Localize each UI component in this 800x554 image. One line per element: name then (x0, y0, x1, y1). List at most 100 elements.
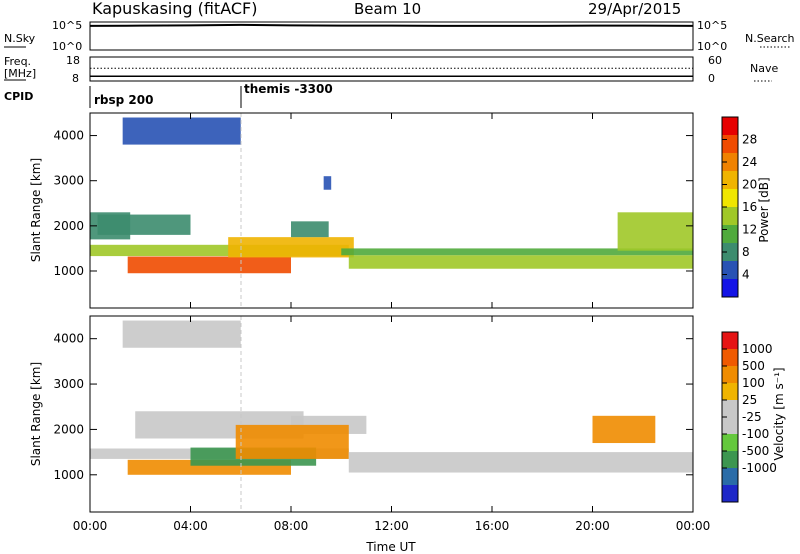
y-tick-label: 3000 (53, 174, 84, 188)
nave-tick-top: 60 (708, 54, 722, 67)
colorbar-swatch (722, 434, 738, 451)
colorbar-swatch (722, 117, 738, 135)
colorbar-tick-label: 100 (742, 376, 765, 390)
cpid-segment-1: rbsp 200 (94, 93, 153, 107)
heatmap-cell (90, 244, 349, 257)
colorbar-tick-label: -100 (742, 427, 769, 441)
colorbar-swatch (722, 243, 738, 261)
power-panel: 1000 2000 3000 4000 Slant Range [km] 4 8 12 16… (29, 112, 771, 309)
colorbar-swatch (722, 207, 738, 225)
heatmap-cell (348, 452, 693, 473)
noise-left-label: N.Sky (4, 32, 36, 45)
noise-panel: N.Sky 10^5 10^0 10^5 10^0 N.Search (4, 19, 795, 53)
x-tick-label: 16:00 (475, 519, 510, 533)
colorbar-swatch (722, 400, 738, 417)
colorbar-swatch (722, 451, 738, 468)
colorbar-swatch (722, 417, 738, 434)
colorbar-tick-label: 12 (742, 223, 757, 237)
power-colorbar: 4 8 12 16 20 24 28 (721, 116, 757, 298)
freq-label-1: Freq. (4, 55, 31, 68)
noise-tick-top-right: 10^5 (697, 19, 727, 32)
colorbar-swatch (722, 485, 738, 502)
colorbar-swatch (722, 153, 738, 171)
power-cbar-label: Power [dB] (757, 177, 771, 242)
heatmap-cell (235, 424, 349, 459)
colorbar-swatch (722, 383, 738, 400)
colorbar-tick-label: -1000 (742, 461, 777, 475)
colorbar-swatch (722, 349, 738, 366)
y-tick-label: 3000 (53, 377, 84, 391)
colorbar-tick-label: 28 (742, 133, 757, 147)
x-tick-label: 00:00 (676, 519, 711, 533)
colorbar-swatch (722, 279, 738, 297)
x-tick-label: 00:00 (73, 519, 108, 533)
colorbar-tick-label: 8 (742, 245, 750, 259)
colorbar-tick-label: 20 (742, 178, 757, 192)
noise-tick-top-left: 10^5 (52, 19, 82, 32)
heatmap-cell (617, 212, 693, 251)
colorbar-swatch (722, 366, 738, 383)
nave-tick-bottom: 0 (708, 72, 715, 85)
heatmap-cell (592, 415, 656, 444)
noise-frame (89, 21, 694, 51)
noise-tick-bottom-left: 10^0 (52, 40, 82, 53)
y-tick-label: 1000 (53, 468, 84, 482)
colorbar-swatch (722, 225, 738, 243)
x-tick-label: 20:00 (575, 519, 610, 533)
y-tick-label: 4000 (53, 129, 84, 143)
freq-label-2: [MHz] (4, 67, 36, 80)
beam-title: Beam 10 (354, 0, 421, 18)
power-ylabel: Slant Range [km] (29, 158, 43, 262)
colorbar-swatch (722, 135, 738, 153)
colorbar-tick-label: -25 (742, 410, 762, 424)
colorbar-tick-label: 24 (742, 155, 757, 169)
power-yticks: 1000 2000 3000 4000 (53, 129, 693, 278)
colorbar-tick-label: 16 (742, 200, 757, 214)
heatmap-cell (122, 320, 241, 348)
x-axis-label: Time UT (365, 540, 416, 554)
y-tick-label: 2000 (53, 219, 84, 233)
heatmap-cell (348, 255, 693, 269)
noise-series (89, 23, 694, 27)
velocity-cbar-label: Velocity [m s⁻¹] (772, 367, 786, 460)
velocity-cells (90, 320, 693, 475)
noise-tick-bottom-right: 10^0 (697, 40, 727, 53)
colorbar-swatch (722, 261, 738, 279)
date-title: 29/Apr/2015 (588, 0, 681, 18)
heatmap-cell (341, 248, 693, 256)
noise-sky-line (89, 23, 694, 27)
colorbar-swatch (722, 332, 738, 349)
cpid-label: CPID (4, 90, 33, 103)
colorbar-tick-label: 25 (742, 393, 757, 407)
noise-right-label: N.Search (745, 32, 795, 45)
freq-frame (89, 56, 694, 82)
x-tick-label: 08:00 (274, 519, 309, 533)
heatmap-cell (127, 256, 291, 274)
cpid-segment-2: themis -3300 (244, 82, 333, 96)
y-tick-label: 4000 (53, 332, 84, 346)
power-cells (90, 117, 693, 274)
x-axis: 00:00 04:00 08:00 12:00 16:00 20:00 00:00 (73, 113, 711, 533)
power-background (90, 113, 693, 308)
freq-tick-top: 18 (66, 54, 80, 67)
heatmap-cell (228, 237, 354, 258)
velocity-panel: 1000 2000 3000 4000 Slant Range [km] 1000 50… (29, 315, 786, 513)
colorbar-swatch (722, 189, 738, 207)
y-tick-label: 1000 (53, 264, 84, 278)
heatmap-cell (291, 221, 329, 238)
colorbar-tick-label: 4 (742, 268, 750, 282)
heatmap-cell (97, 214, 191, 235)
x-tick-label: 04:00 (173, 519, 208, 533)
station-title: Kapuskasing (fitACF) (92, 0, 257, 18)
freq-panel: Freq. [MHz] 18 8 60 0 Nave (4, 54, 778, 85)
colorbar-swatch (722, 468, 738, 485)
velocity-ylabel: Slant Range [km] (29, 362, 43, 466)
colorbar-tick-label: -500 (742, 444, 769, 458)
nave-label: Nave (750, 62, 778, 75)
velocity-yticks: 1000 2000 3000 4000 (53, 332, 693, 482)
colorbar-swatch (722, 171, 738, 189)
colorbar-tick-label: 1000 (742, 342, 773, 356)
x-tick-label: 12:00 (374, 519, 409, 533)
